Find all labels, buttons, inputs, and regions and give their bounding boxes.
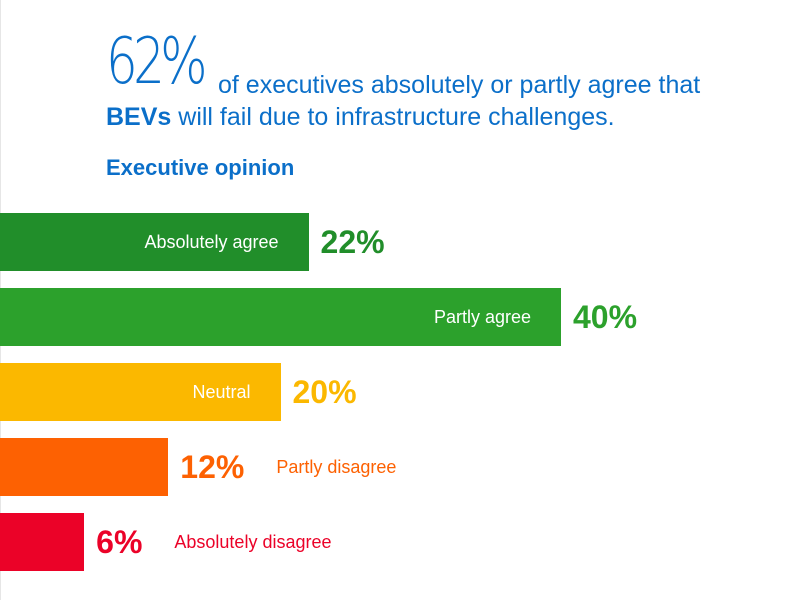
bar-category-label: Absolutely disagree: [174, 532, 332, 552]
bar-neutral: [0, 363, 281, 421]
chart-title: Executive opinion: [106, 155, 295, 180]
headline-line-1: of executives absolutely or partly agree…: [218, 71, 701, 99]
bar-value-label: 40%: [573, 299, 638, 335]
bar-value-label: 22%: [320, 224, 385, 260]
bar-value-label: 6%: [96, 524, 143, 560]
headline-line-2: BEVs will fail due to infrastructure cha…: [106, 102, 615, 132]
bar-value-label: 12%: [180, 449, 245, 485]
bar-category-label: Neutral: [192, 382, 251, 402]
bar-value-label: 20%: [292, 374, 357, 410]
headline-line-2-text: will fail due to infrastructure challeng…: [178, 103, 615, 131]
headline-stat: 62%: [106, 25, 208, 99]
bar-absolutely-disagree: [0, 513, 85, 571]
headline-bold-term: BEVs: [106, 103, 172, 131]
bar-absolutely-agree: [0, 213, 309, 271]
bar-partly-agree: [0, 288, 561, 346]
bar-category-label: Partly agree: [433, 307, 531, 327]
bar-partly-disagree: [0, 438, 169, 496]
bar-category-label: Partly disagree: [276, 457, 397, 477]
bar-category-label: Absolutely agree: [144, 232, 279, 252]
